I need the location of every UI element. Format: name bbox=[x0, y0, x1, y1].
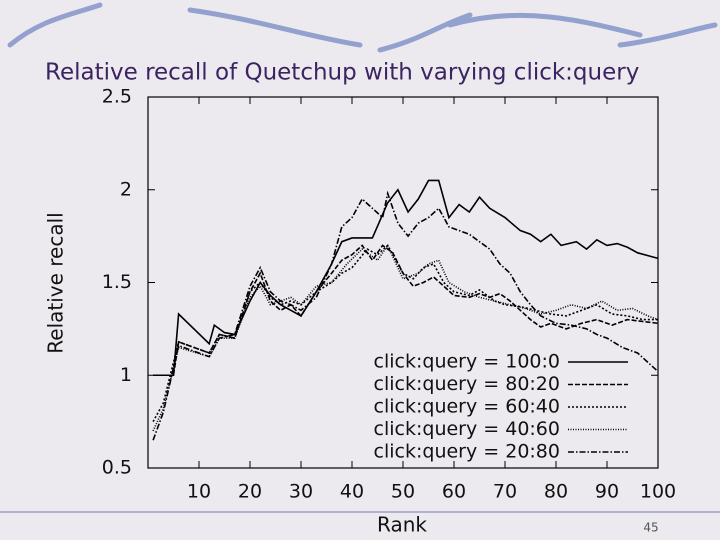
series-line bbox=[153, 179, 659, 377]
x-tick-label: 80 bbox=[544, 481, 568, 503]
series-line bbox=[152, 190, 659, 441]
swoosh bbox=[447, 12, 643, 38]
x-tick-label: 20 bbox=[238, 481, 262, 503]
y-tick-label: 2 bbox=[120, 178, 132, 200]
series-line bbox=[153, 244, 659, 377]
swoosh bbox=[187, 7, 363, 48]
x-tick-label: 60 bbox=[442, 481, 466, 503]
decoration bbox=[7, 2, 718, 53]
legend-label: click:query = 40:60 bbox=[374, 418, 560, 440]
x-axis-label: Rank bbox=[377, 513, 427, 537]
x-tick-label: 30 bbox=[289, 481, 313, 503]
page-number: 45 bbox=[643, 521, 658, 535]
swoosh bbox=[7, 2, 103, 48]
y-axis-label: Relative recall bbox=[44, 212, 68, 353]
legend-label: click:query = 20:80 bbox=[374, 441, 560, 463]
series-line bbox=[152, 244, 658, 423]
y-tick-label: 1 bbox=[120, 364, 132, 386]
x-tick-label: 50 bbox=[391, 481, 415, 503]
chart-title: Relative recall of Quetchup with varying… bbox=[45, 60, 639, 86]
y-tick-label: 0.5 bbox=[102, 457, 132, 479]
legend-label: click:query = 100:0 bbox=[374, 351, 560, 373]
swoosh bbox=[377, 12, 473, 53]
y-tick-label: 1.5 bbox=[102, 271, 132, 293]
swoosh bbox=[617, 22, 718, 48]
x-tick-label: 70 bbox=[493, 481, 517, 503]
legend-label: click:query = 60:40 bbox=[374, 396, 560, 418]
x-tick-label: 10 bbox=[187, 481, 211, 503]
x-tick-label: 90 bbox=[595, 481, 619, 503]
x-tick-label: 40 bbox=[340, 481, 364, 503]
y-tick-label: 2.5 bbox=[102, 86, 132, 108]
legend-label: click:query = 80:20 bbox=[374, 373, 560, 395]
plot: 0.5 1 1.5 2 2.5 10 20 30 40 50 60 70 80 90 100 click:qu… bbox=[102, 86, 676, 503]
x-tick-label: 100 bbox=[640, 481, 676, 503]
